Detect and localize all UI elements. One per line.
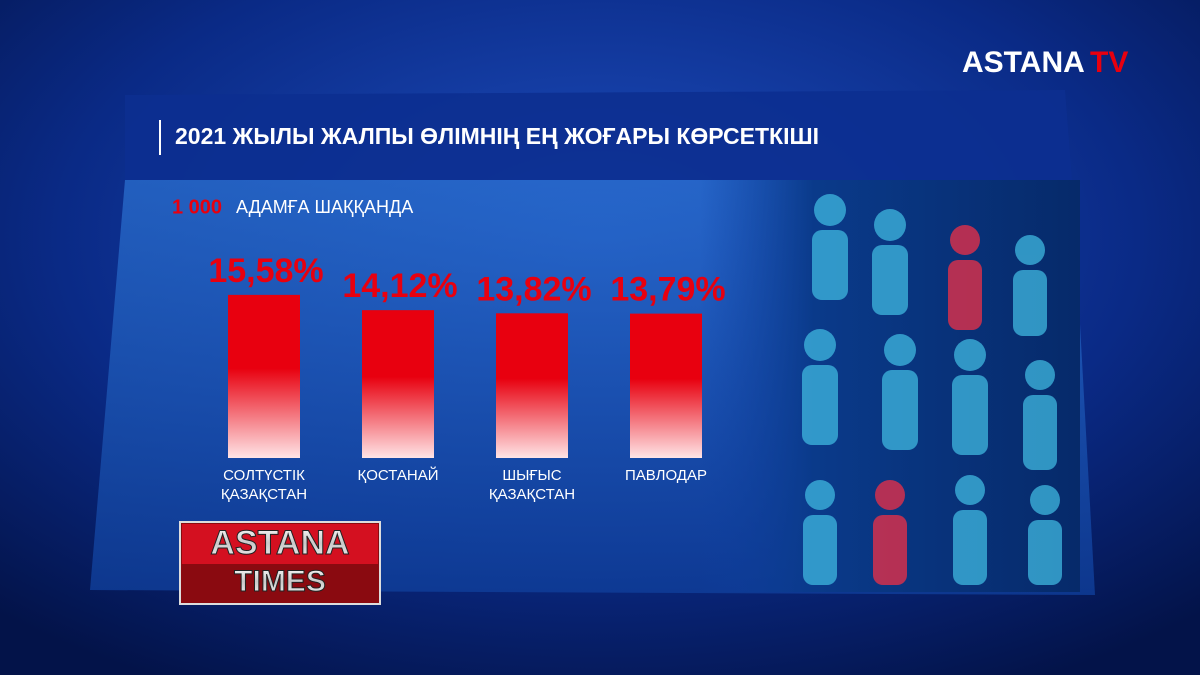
bar: [630, 313, 702, 458]
bar: [228, 294, 300, 458]
value-label: 13,82%: [476, 270, 591, 308]
value-label: 14,12%: [342, 267, 457, 305]
subtitle-number: 1 000: [172, 196, 222, 218]
x-tick-label: ҚОСТАНАЙ: [357, 466, 438, 484]
value-label: 15,58%: [208, 252, 323, 290]
show-logo-line1: ASTANA: [210, 524, 349, 562]
bar: [362, 310, 434, 458]
bar: [496, 313, 568, 458]
channel-logo: ASTANA: [962, 46, 1085, 79]
people-figures: [802, 194, 1062, 585]
people-figures-red: [873, 225, 982, 585]
x-tick-label: ПАВЛОДАР: [625, 467, 707, 484]
title-band: [125, 90, 1072, 180]
show-logo-top: [182, 524, 378, 564]
x-tick-label: ҚАЗАҚСТАН: [489, 486, 575, 503]
subtitle-text: АДАМҒА ШАҚҚАНДА: [236, 197, 413, 217]
x-tick-label: ШЫҒЫС: [502, 467, 561, 484]
show-logo-line2: TIMES: [234, 565, 326, 598]
channel-logo-tv: TV: [1090, 46, 1128, 79]
x-tick-label: СОЛТҮСТІК: [223, 467, 305, 484]
x-tick-label: ҚАЗАҚСТАН: [221, 486, 307, 503]
chart-title: 2021 ЖЫЛЫ ЖАЛПЫ ӨЛІМНІҢ ЕҢ ЖОҒАРЫ КӨРСЕТ…: [175, 123, 819, 149]
value-label: 13,79%: [610, 271, 725, 309]
